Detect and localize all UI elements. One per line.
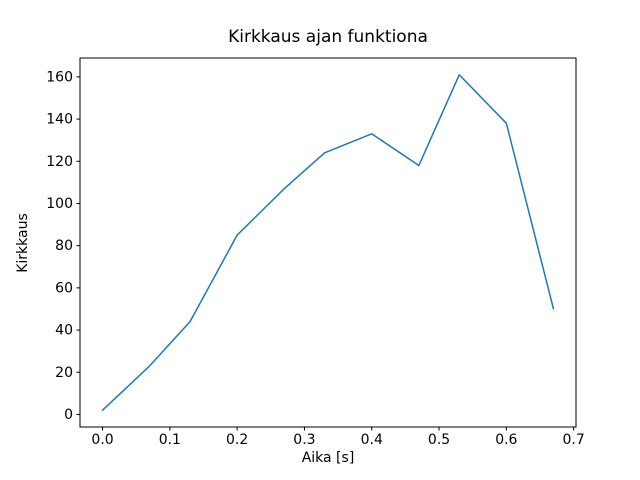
y-tick-label: 160 — [46, 69, 73, 85]
data-line — [101, 74, 555, 411]
axes-frame — [79, 57, 577, 428]
y-tick-label: 20 — [55, 365, 73, 381]
y-tick-label: 40 — [55, 323, 73, 339]
y-tick-label: 60 — [55, 280, 73, 296]
y-tick-label: 140 — [46, 112, 73, 128]
y-tick-label: 80 — [55, 238, 73, 254]
x-tick-label: 0.5 — [428, 432, 450, 448]
y-tick-label: 100 — [46, 196, 73, 212]
y-tick-label: 0 — [64, 407, 73, 423]
x-axis-label: Aika [s] — [301, 450, 355, 466]
x-tick-label: 0.6 — [495, 432, 517, 448]
x-tick-label: 0.2 — [226, 432, 248, 448]
x-tick-label: 0.1 — [159, 432, 181, 448]
y-axis-label: Kirkkaus — [15, 213, 31, 273]
x-tick-label: 0.7 — [563, 432, 585, 448]
x-tick-label: 0.0 — [91, 432, 113, 448]
chart-title: Kirkkaus ajan funktiona — [228, 27, 428, 47]
x-tick-label: 0.4 — [361, 432, 383, 448]
x-tick-label: 0.3 — [293, 432, 315, 448]
y-tick-label: 120 — [46, 154, 73, 170]
